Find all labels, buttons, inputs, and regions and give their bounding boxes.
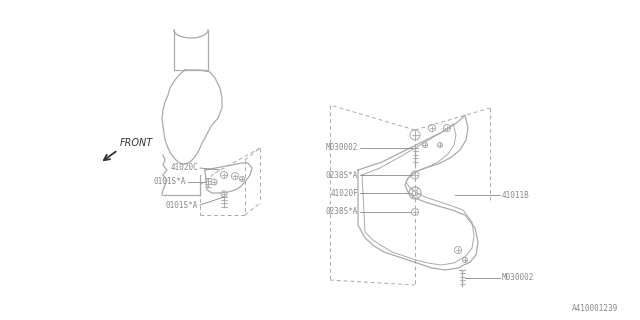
Text: 41020C: 41020C bbox=[170, 163, 198, 172]
Text: 0101S*A: 0101S*A bbox=[166, 202, 198, 211]
Text: 41020F: 41020F bbox=[330, 188, 358, 197]
Text: 0101S*A: 0101S*A bbox=[154, 178, 186, 187]
Text: A410001239: A410001239 bbox=[572, 304, 618, 313]
Text: 41011B: 41011B bbox=[502, 190, 530, 199]
Text: FRONT: FRONT bbox=[120, 138, 153, 148]
Text: 0238S*A: 0238S*A bbox=[326, 207, 358, 217]
Text: 0238S*A: 0238S*A bbox=[326, 171, 358, 180]
Text: M030002: M030002 bbox=[502, 274, 534, 283]
Text: M030002: M030002 bbox=[326, 143, 358, 153]
